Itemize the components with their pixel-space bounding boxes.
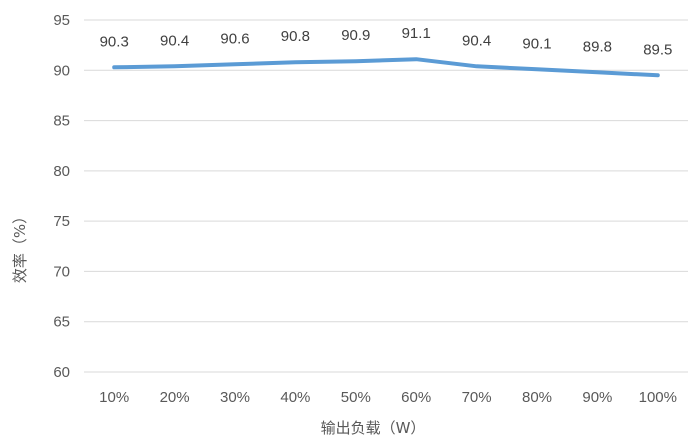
x-tick-label: 40%	[280, 389, 310, 406]
x-tick-label: 60%	[401, 389, 431, 406]
x-tick-label: 90%	[582, 389, 612, 406]
data-label: 90.3	[100, 33, 129, 50]
y-tick-label: 75	[53, 213, 70, 230]
x-tick-label: 80%	[522, 389, 552, 406]
data-label: 89.5	[643, 41, 672, 58]
y-tick-label: 85	[53, 113, 70, 130]
y-axis-title: 效率（%）	[11, 209, 29, 283]
data-labels: 90.3 90.4 90.6 90.8 90.9 91.1 90.4 90.1 89.8 89.5	[100, 25, 673, 58]
y-axis-ticks: 60 65 70 75 80 85 90 95	[53, 12, 70, 381]
y-tick-label: 80	[53, 163, 70, 180]
y-tick-label: 95	[53, 12, 70, 29]
data-label: 90.4	[462, 32, 491, 49]
x-axis-ticks: 10% 20% 30% 40% 50% 60% 70% 80% 90% 100%	[99, 389, 677, 406]
x-tick-label: 10%	[99, 389, 129, 406]
efficiency-series-line	[112, 57, 660, 78]
x-tick-label: 20%	[160, 389, 190, 406]
data-label: 90.9	[341, 27, 370, 44]
data-label: 90.8	[281, 28, 310, 45]
data-label: 89.8	[583, 38, 612, 55]
data-label: 90.4	[160, 32, 189, 49]
y-tick-label: 70	[53, 263, 70, 280]
data-label: 91.1	[402, 25, 431, 42]
y-tick-label: 90	[53, 62, 70, 79]
y-tick-label: 60	[53, 364, 70, 381]
gridlines	[84, 19, 688, 373]
x-tick-label: 100%	[639, 389, 677, 406]
x-tick-label: 70%	[462, 389, 492, 406]
x-tick-label: 30%	[220, 389, 250, 406]
x-axis-title: 输出负载（W）	[321, 419, 426, 437]
data-label: 90.6	[220, 30, 249, 47]
x-tick-label: 50%	[341, 389, 371, 406]
y-tick-label: 65	[53, 314, 70, 331]
data-label: 90.1	[522, 35, 551, 52]
